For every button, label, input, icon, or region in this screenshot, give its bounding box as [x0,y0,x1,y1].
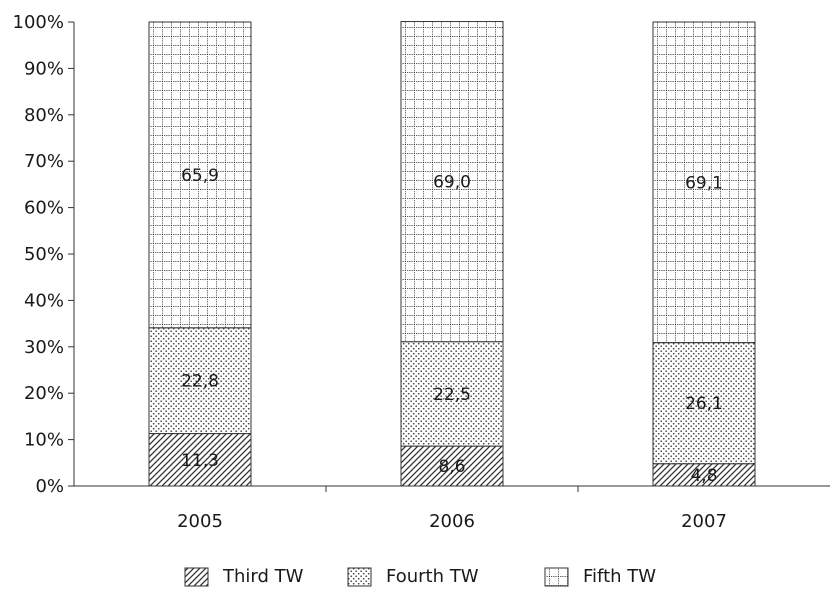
data-label: 22,5 [433,385,471,405]
data-label: 26,1 [685,394,723,414]
legend-swatch-fifth-tw [544,567,569,587]
x-category-label: 2005 [177,511,223,532]
legend-swatch-third-tw [184,567,209,587]
data-label: 65,9 [181,166,219,186]
y-tick-label: 60% [24,198,64,219]
x-category-label: 2007 [681,511,727,532]
x-category-label: 2006 [429,511,475,532]
y-tick-label: 30% [24,337,64,358]
y-tick-label: 100% [13,12,64,33]
y-tick-label: 0% [35,476,64,497]
y-tick-label: 20% [24,383,64,404]
bar-segment-fourth-tw-2007 [652,342,756,465]
bar-segment-fifth-tw-2005 [148,21,252,329]
y-tick-label: 40% [24,290,64,311]
legend-swatch-fourth-tw [347,567,372,587]
bar-segment-fourth-tw-2005 [148,327,252,435]
data-label: 4,8 [690,466,717,486]
y-axis-ticks: 0% 10% 20% 30% 40% 50% 60% 70% 80% 90% 100% [13,12,74,497]
y-tick-label: 80% [24,105,64,126]
x-axis-ticks: 2005 2006 2007 [177,486,727,532]
bar-segment-fifth-tw-2006 [400,21,504,343]
data-label: 8,6 [438,457,465,477]
y-tick-label: 50% [24,244,64,265]
data-label: 11,3 [181,451,219,471]
legend-label: Fifth TW [583,566,656,587]
bar-segment-fourth-tw-2006 [400,341,504,447]
y-tick-label: 70% [24,151,64,172]
data-labels: 11,3 22,8 65,9 8,6 22,5 69,0 4,8 26,1 69,1 [181,166,723,486]
y-tick-label: 10% [24,430,64,451]
data-label: 22,8 [181,372,219,392]
bar-segment-third-tw-2006 [400,445,504,487]
legend-label: Fourth TW [386,566,479,587]
legend-label: Third TW [222,566,304,587]
data-label: 69,1 [685,173,723,193]
bar-segment-third-tw-2005 [148,433,252,487]
data-label: 69,0 [433,173,471,193]
legend: Third TW Fourth TW Fifth TW [184,566,656,587]
y-tick-label: 90% [24,58,64,79]
bars [148,21,756,487]
bar-segment-fifth-tw-2007 [652,21,756,344]
